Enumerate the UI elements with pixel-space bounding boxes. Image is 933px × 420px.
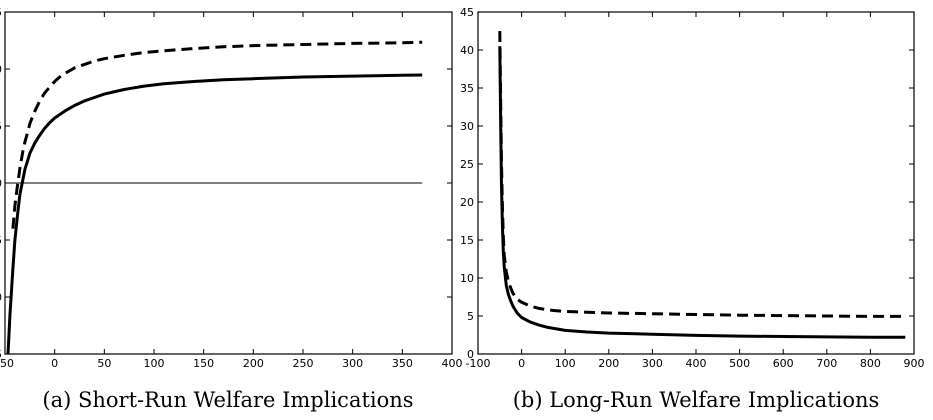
x-tick-label: 100 bbox=[555, 357, 576, 370]
caption-b: (b) Long-Run Welfare Implications bbox=[513, 388, 880, 412]
y-tick-label: 40 bbox=[460, 44, 474, 57]
y-tick-label: 15 bbox=[0, 6, 2, 19]
series-line-solid bbox=[498, 46, 906, 339]
y-tick-label: 5 bbox=[467, 310, 474, 323]
y-tick-label: 0 bbox=[467, 348, 474, 361]
x-tick-label: 250 bbox=[293, 357, 314, 370]
x-tick-label: 50 bbox=[97, 357, 111, 370]
y-tick-label: 30 bbox=[460, 120, 474, 133]
caption-a: (a) Short-Run Welfare Implications bbox=[42, 388, 413, 412]
x-tick-label: 500 bbox=[729, 357, 750, 370]
panel-long-run: (b) Long-Run Welfare Implications -100 0 1… bbox=[460, 6, 925, 412]
series-line-dashed bbox=[11, 40, 423, 229]
x-tick-label: 600 bbox=[773, 357, 794, 370]
x-tick-label: 900 bbox=[904, 357, 925, 370]
x-tick-label: 800 bbox=[860, 357, 881, 370]
y-tick-label: -10 bbox=[0, 291, 2, 304]
x-tick-label: 400 bbox=[686, 357, 707, 370]
x-tick-label: 200 bbox=[598, 357, 619, 370]
plot-frame-b bbox=[477, 11, 915, 355]
x-tick-label: 400 bbox=[442, 357, 463, 370]
panel-short-run: (a) Short-Run Welfare Implications -5005… bbox=[0, 6, 463, 412]
x-tick-label: 150 bbox=[193, 357, 214, 370]
x-tick-label: 0 bbox=[51, 357, 58, 370]
y-tick-label: 25 bbox=[460, 158, 474, 171]
y-tick-label: -15 bbox=[0, 348, 2, 361]
y-tick-label: 15 bbox=[460, 234, 474, 247]
x-tick-label: 700 bbox=[816, 357, 837, 370]
series-line-dashed bbox=[498, 30, 906, 318]
x-tick-label: 350 bbox=[392, 357, 413, 370]
x-tick-label: 100 bbox=[144, 357, 165, 370]
y-tick-label: 10 bbox=[0, 63, 2, 76]
x-tick-label: -50 bbox=[0, 357, 14, 370]
y-tick-label: 0 bbox=[0, 177, 2, 190]
y-tick-label: -5 bbox=[0, 234, 2, 247]
y-tick-label: 45 bbox=[460, 6, 474, 19]
x-tick-label: 300 bbox=[342, 357, 363, 370]
x-tick-label: 200 bbox=[243, 357, 264, 370]
y-tick-label: 35 bbox=[460, 82, 474, 95]
series-line-solid bbox=[6, 73, 423, 354]
y-tick-label: 20 bbox=[460, 196, 474, 209]
y-tick-label: 5 bbox=[0, 120, 2, 133]
x-tick-label: 0 bbox=[518, 357, 525, 370]
x-tick-label: 300 bbox=[642, 357, 663, 370]
x-tick-label: -100 bbox=[466, 357, 491, 370]
y-tick-label: 10 bbox=[460, 272, 474, 285]
